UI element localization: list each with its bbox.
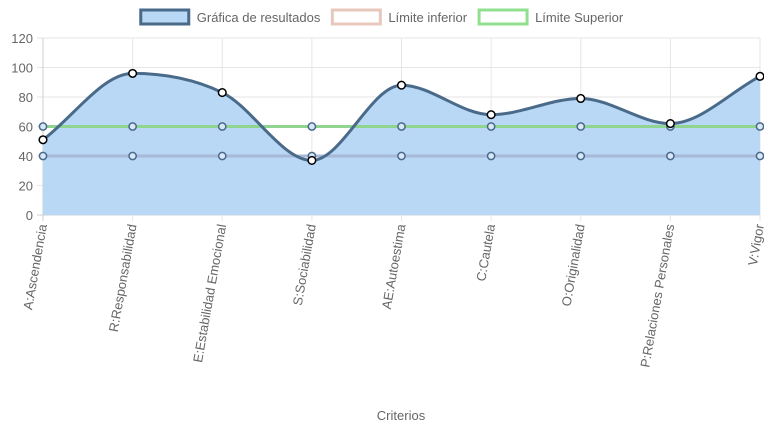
series-1-point[interactable] (666, 151, 675, 161)
series-2-point[interactable] (576, 122, 586, 131)
x-tick-label: O:Originalidad (559, 223, 588, 307)
y-axis-ticks: 0 20 40 60 80 100 120 (11, 31, 33, 223)
y-tick-label: 0 (26, 208, 33, 223)
series-0-point[interactable] (128, 68, 138, 78)
y-tick-label: 80 (19, 90, 33, 105)
series-0-area (43, 73, 760, 216)
series-2-point[interactable] (397, 122, 406, 131)
x-tick-label: R:Responsabilidad (106, 223, 140, 333)
series-2-point[interactable] (755, 122, 764, 131)
y-tick-label: 40 (19, 149, 33, 164)
series-0-point[interactable] (217, 88, 227, 98)
y-tick-label: 100 (11, 61, 33, 76)
y-tick-label: 60 (19, 120, 33, 135)
series-2-point[interactable] (307, 122, 317, 131)
legend-label: Gráfica de resultados (197, 10, 321, 25)
series-1-point[interactable] (576, 151, 586, 161)
series-2-point[interactable] (38, 122, 48, 131)
legend-swatch (139, 8, 191, 26)
series-0-point[interactable] (486, 110, 496, 120)
legend-item[interactable]: Gráfica de resultados (139, 8, 321, 26)
legend-swatch (330, 8, 382, 26)
series-1-point[interactable] (128, 151, 137, 161)
series-1-point[interactable] (217, 151, 227, 161)
legend-label: Límite inferior (388, 10, 467, 25)
x-tick-label: P:Relaciones Personales (637, 222, 677, 368)
legend[interactable]: Gráfica de resultados Límite inferior Lími… (139, 8, 624, 26)
area-layer (43, 73, 760, 216)
series-0-point[interactable] (396, 80, 407, 90)
points-layer (38, 68, 764, 165)
x-tick-label: C:Cautela (473, 222, 498, 282)
series-1-point[interactable] (486, 151, 496, 161)
x-tick-label: V:Vigor (745, 222, 764, 267)
x-axis-ticks: A:Ascendencia R:Responsabilidad E:Estabili… (20, 222, 764, 368)
series-0-point[interactable] (307, 155, 317, 165)
y-tick-label: 120 (11, 31, 33, 46)
legend-item[interactable]: Límite inferior (330, 8, 468, 26)
legend-label: Límite Superior (535, 10, 624, 25)
y-tick-label: 20 (19, 179, 33, 194)
x-tick-label: S:Sociabilidad (290, 223, 319, 307)
x-tick-label: E:Estabilidad Emocional (190, 223, 229, 364)
series-0-point[interactable] (38, 135, 48, 145)
x-axis-title: Criterios (377, 408, 426, 423)
x-tick-label: A:Ascendencia (20, 222, 50, 311)
series-1-point[interactable] (38, 151, 48, 161)
series-1-point[interactable] (755, 151, 764, 161)
legend-item[interactable]: Límite Superior (477, 8, 624, 26)
series-2-point[interactable] (128, 122, 137, 131)
x-tick-label: AE:Autoestima (379, 222, 409, 310)
series-0-point[interactable] (576, 93, 586, 104)
series-2-point[interactable] (486, 122, 496, 131)
legend-swatch (477, 8, 529, 26)
series-0-point[interactable] (755, 71, 764, 81)
series-0-point[interactable] (665, 119, 675, 129)
series-1-point[interactable] (397, 151, 406, 161)
series-2-point[interactable] (217, 122, 227, 131)
